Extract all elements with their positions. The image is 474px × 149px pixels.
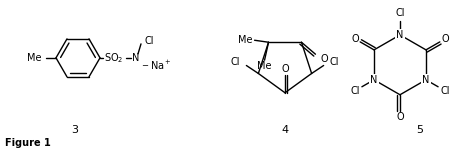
Text: SO$_2$: SO$_2$ <box>104 51 124 65</box>
Text: Na$^+$: Na$^+$ <box>150 59 172 72</box>
Text: Figure 1: Figure 1 <box>5 138 51 148</box>
Text: O: O <box>441 34 449 44</box>
Text: −: − <box>141 61 148 70</box>
Text: Cl: Cl <box>440 86 450 96</box>
Text: Cl: Cl <box>329 58 339 67</box>
Text: O: O <box>351 34 359 44</box>
Text: Cl: Cl <box>145 36 155 46</box>
Text: N: N <box>422 75 429 85</box>
Text: O: O <box>320 54 328 64</box>
Text: 3: 3 <box>72 125 79 135</box>
Text: Cl: Cl <box>350 86 360 96</box>
Text: O: O <box>281 64 289 74</box>
Text: O: O <box>396 112 404 122</box>
Text: N: N <box>370 75 378 85</box>
Text: Me: Me <box>27 53 42 63</box>
Text: Cl: Cl <box>395 8 405 18</box>
Text: Me: Me <box>238 35 253 45</box>
Text: Cl: Cl <box>231 58 240 67</box>
Text: 4: 4 <box>282 125 289 135</box>
Text: N: N <box>396 30 404 40</box>
Text: N: N <box>132 53 140 63</box>
Text: Me: Me <box>257 61 272 71</box>
Text: 5: 5 <box>417 125 423 135</box>
